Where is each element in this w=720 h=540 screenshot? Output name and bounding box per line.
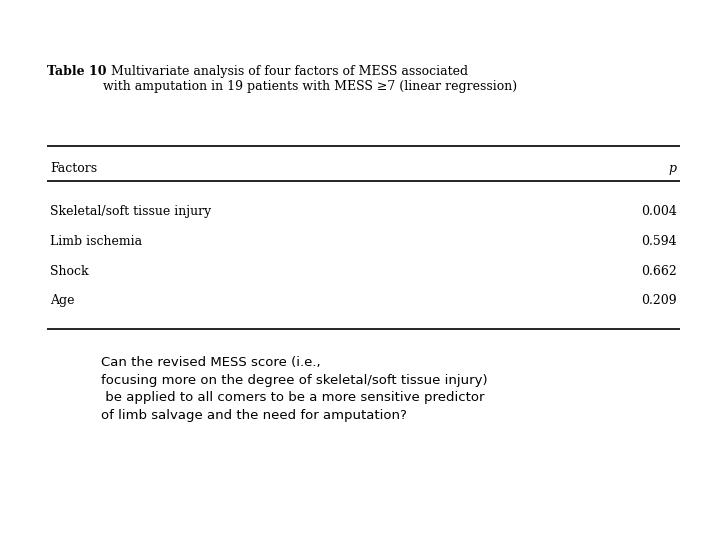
Text: Skeletal/soft tissue injury: Skeletal/soft tissue injury (50, 205, 212, 218)
Text: 0.662: 0.662 (641, 265, 677, 278)
Text: 0.209: 0.209 (642, 294, 677, 307)
Text: Limb ischemia: Limb ischemia (50, 235, 143, 248)
Text: 0.594: 0.594 (642, 235, 677, 248)
Text: Can the revised MESS score (i.e.,
focusing more on the degree of skeletal/soft t: Can the revised MESS score (i.e., focusi… (101, 356, 487, 422)
Text: Factors: Factors (50, 162, 97, 175)
Text: Shock: Shock (50, 265, 89, 278)
Text: p: p (669, 162, 677, 175)
Text: Multivariate analysis of four factors of MESS associated
with amputation in 19 p: Multivariate analysis of four factors of… (103, 65, 517, 93)
Text: Age: Age (50, 294, 75, 307)
Text: 0.004: 0.004 (641, 205, 677, 218)
Text: Table 10: Table 10 (47, 65, 107, 78)
